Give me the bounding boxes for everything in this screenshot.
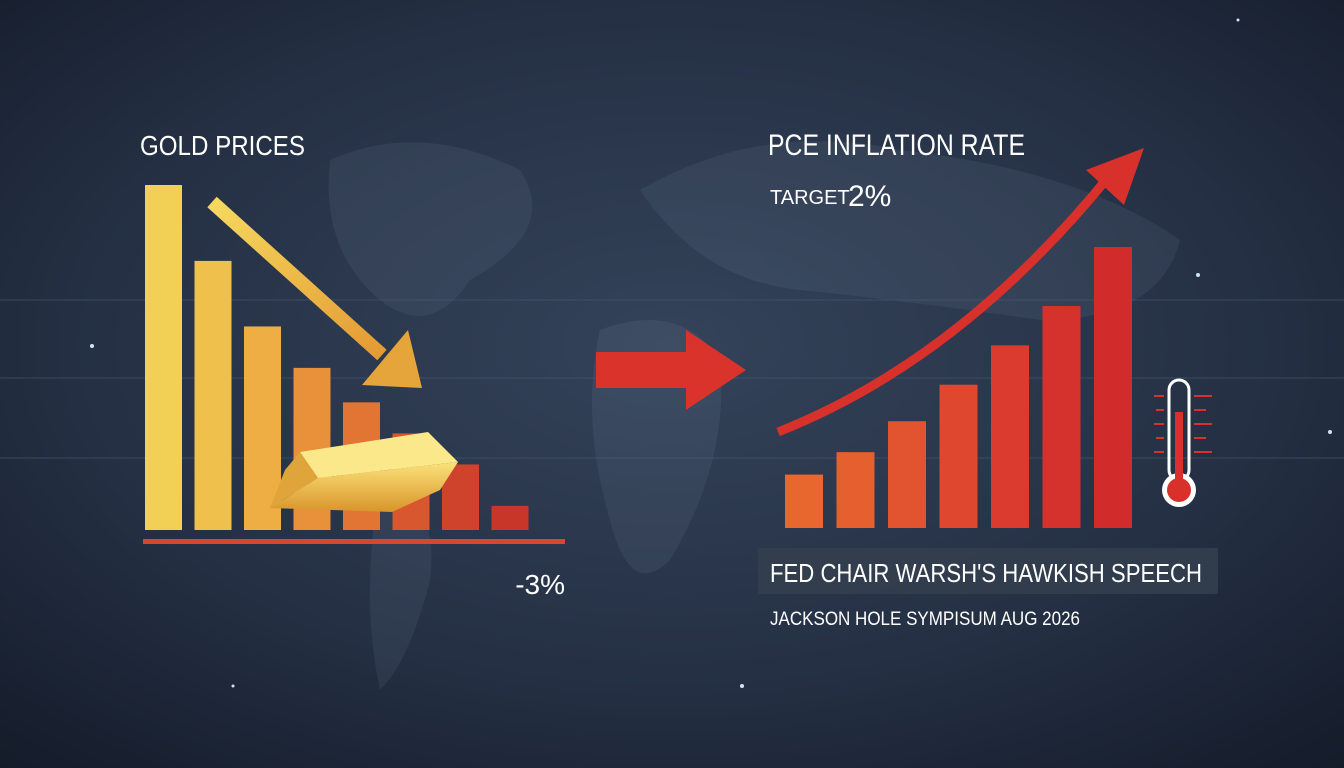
target-label: TARGET [770, 187, 850, 209]
headline: FED CHAIR WARSH'S HAWKISH SPEECH [770, 558, 1202, 588]
gold-trend-arrow [207, 196, 422, 388]
ingot-top [300, 432, 458, 478]
chart-title: PCE INFLATION RATE [768, 129, 1025, 162]
inflation-trend-arrow [776, 148, 1144, 437]
headline-box [758, 548, 1218, 594]
change-label: -3% [515, 569, 565, 600]
transition-arrow [596, 330, 746, 410]
stars [90, 18, 1332, 688]
subline: JACKSON HOLE SYMPISUM AUG 2026 [770, 609, 1080, 630]
bar [145, 185, 182, 530]
thermometer [1154, 378, 1212, 507]
ingot-side [270, 452, 318, 508]
bar [991, 345, 1029, 528]
bar [836, 452, 875, 528]
bar [194, 260, 232, 530]
target-value: 2% [848, 180, 891, 213]
ingot-front [270, 462, 458, 512]
baseline [143, 539, 565, 544]
bar [785, 474, 823, 528]
bar [491, 505, 529, 530]
bar [888, 421, 926, 528]
bar [1094, 247, 1132, 528]
bar [1042, 306, 1081, 528]
chart-title: GOLD PRICES [140, 130, 305, 161]
gold-ingot [270, 432, 458, 512]
bar [939, 384, 978, 528]
